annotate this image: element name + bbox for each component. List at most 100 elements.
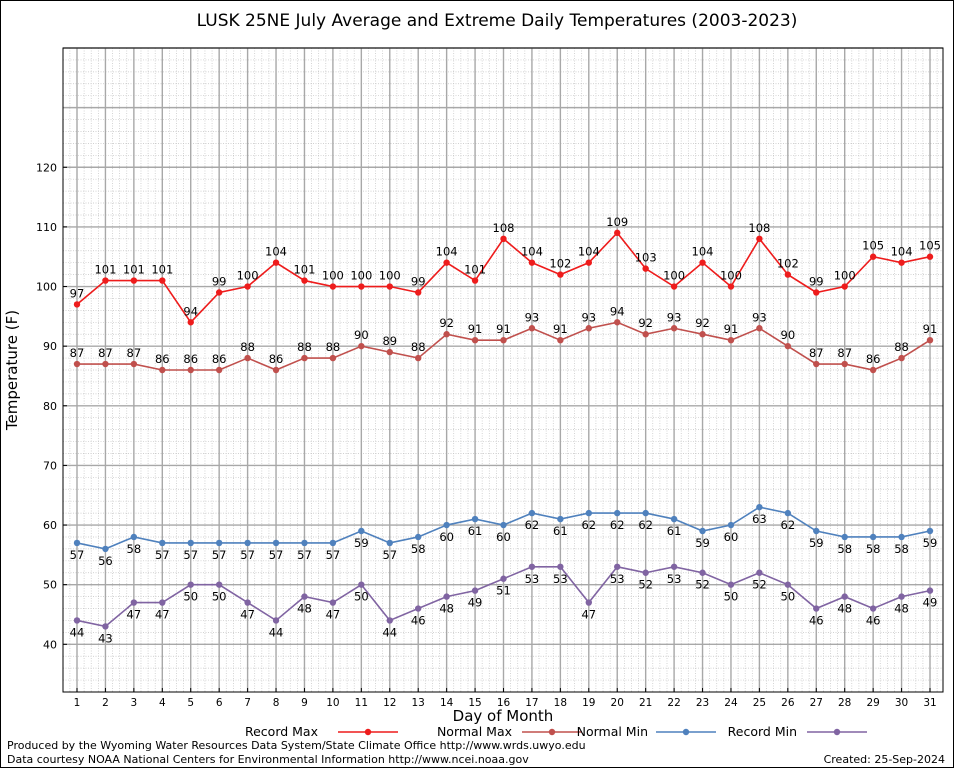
normal-max-point: [130, 360, 138, 368]
normal-max-data-label: 89: [382, 334, 397, 348]
record-min-point: [329, 599, 337, 606]
normal-min-point: [471, 515, 479, 523]
x-tick-label: 26: [781, 697, 795, 709]
record-min-point: [415, 605, 422, 612]
normal-max-point: [386, 348, 393, 356]
record-max-data-label: 104: [436, 245, 458, 259]
normal-min-point: [301, 539, 308, 547]
normal-max-data-label: 86: [866, 352, 881, 366]
normal-min-point: [614, 509, 621, 517]
record-min-point: [784, 581, 792, 588]
x-tick-label: 17: [525, 697, 538, 709]
record-min-data-label: 53: [667, 572, 682, 586]
record-max-data-label: 102: [777, 257, 799, 271]
x-tick-label: 28: [838, 697, 851, 709]
normal-max-data-label: 87: [809, 346, 824, 360]
record-min-data-label: 47: [326, 608, 341, 622]
legend-swatch-marker: [548, 728, 556, 736]
record-min-point: [869, 605, 877, 612]
legend-label: Record Max: [245, 724, 318, 739]
x-tick-label: 27: [810, 697, 823, 709]
normal-min-data-label: 57: [269, 548, 284, 562]
record-max-point: [471, 277, 479, 284]
normal-max-data-label: 94: [610, 304, 625, 318]
record-max-point: [614, 229, 621, 237]
record-max-data-label: 101: [123, 263, 145, 277]
normal-min-data-label: 57: [212, 548, 227, 562]
record-min-data-label: 46: [809, 614, 824, 628]
x-tick-label: 11: [355, 697, 368, 709]
record-min-data-label: 50: [183, 590, 198, 604]
normal-max-point: [926, 336, 934, 344]
record-min-data-label: 53: [610, 572, 625, 586]
record-min-data-label: 51: [496, 584, 511, 598]
normal-min-point: [557, 515, 564, 523]
record-max-data-label: 99: [809, 274, 824, 288]
record-min-data-label: 43: [98, 631, 113, 645]
record-min-point: [443, 593, 450, 600]
record-min-data-label: 47: [581, 608, 596, 622]
normal-max-data-label: 93: [581, 310, 596, 324]
normal-min-data-label: 56: [98, 554, 113, 568]
normal-min-point: [187, 539, 194, 547]
normal-max-point: [102, 360, 109, 368]
record-min-point: [301, 593, 308, 600]
normal-min-point: [215, 539, 223, 547]
record-min-point: [756, 569, 763, 576]
record-max-data-label: 103: [635, 251, 657, 265]
x-tick-label: 6: [216, 697, 223, 709]
record-min-point: [471, 587, 479, 594]
y-tick-label: 40: [43, 638, 57, 651]
record-min-point: [102, 623, 109, 630]
x-tick-label: 7: [244, 697, 251, 709]
record-min-data-label: 50: [781, 590, 796, 604]
record-max-point: [699, 259, 706, 266]
record-max-data-label: 100: [720, 269, 742, 283]
normal-min-data-label: 57: [155, 548, 170, 562]
record-min-point: [642, 569, 649, 576]
x-tick-label: 21: [639, 697, 652, 709]
record-max-point: [585, 259, 592, 266]
normal-max-data-label: 91: [468, 322, 483, 336]
normal-max-point: [471, 336, 479, 344]
normal-min-data-label: 62: [610, 518, 625, 532]
x-tick-label: 20: [611, 697, 624, 709]
normal-max-data-label: 86: [155, 352, 170, 366]
record-max-point: [926, 253, 934, 260]
record-min-point: [926, 587, 934, 594]
record-max-data-label: 100: [350, 269, 372, 283]
record-max-point: [358, 283, 365, 290]
normal-min-point: [898, 533, 905, 541]
normal-max-data-label: 88: [297, 340, 312, 354]
normal-max-data-label: 91: [553, 322, 568, 336]
record-min-data-label: 48: [439, 602, 454, 616]
y-axis-label: Temperature (F): [3, 310, 21, 431]
x-tick-label: 9: [301, 697, 308, 709]
record-max-data-label: 100: [237, 269, 259, 283]
normal-min-data-label: 58: [866, 542, 881, 556]
normal-max-point: [329, 354, 337, 362]
record-max-data-label: 100: [322, 269, 344, 283]
normal-max-point: [670, 325, 678, 332]
x-tick-label: 1: [74, 697, 81, 709]
normal-min-data-label: 57: [70, 548, 85, 562]
record-max-data-label: 100: [379, 269, 401, 283]
normal-min-point: [869, 533, 877, 541]
record-max-point: [329, 283, 337, 290]
x-tick-label: 25: [753, 697, 766, 709]
record-max-data-label: 100: [663, 269, 685, 283]
normal-max-data-label: 90: [354, 328, 369, 342]
normal-max-point: [73, 360, 81, 368]
record-min-data-label: 52: [752, 578, 767, 592]
normal-min-data-label: 60: [496, 530, 511, 544]
normal-min-data-label: 59: [695, 536, 710, 550]
normal-min-point: [244, 539, 251, 547]
x-tick-label: 2: [102, 697, 109, 709]
normal-min-point: [699, 527, 706, 535]
record-min-data-label: 50: [354, 590, 369, 604]
record-max-point: [727, 283, 735, 290]
x-tick-label: 31: [923, 697, 936, 709]
record-max-point: [756, 235, 763, 243]
